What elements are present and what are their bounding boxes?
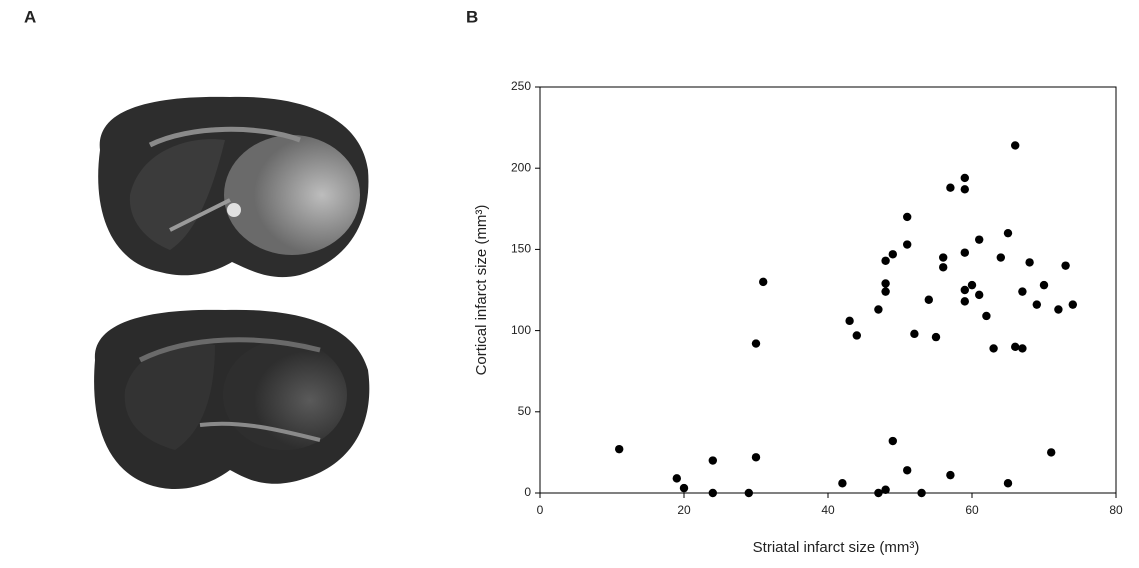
scatter-point: [759, 277, 768, 287]
scatter-point: [1061, 261, 1070, 270]
scatter-point: [708, 488, 717, 498]
scatter-point: [672, 474, 681, 483]
scatter-point: [1003, 479, 1013, 488]
scatter-point: [960, 285, 969, 295]
scatter-point: [931, 332, 941, 342]
x-tick-label: 0: [537, 503, 544, 517]
scatter-point: [888, 436, 897, 446]
scatter-point: [939, 253, 948, 262]
panel-label: A: [24, 7, 36, 26]
y-tick-label: 50: [518, 404, 532, 418]
scatter-point: [744, 488, 753, 498]
y-axis-label: Cortical infarct size (mm³): [473, 205, 490, 376]
scatter-point: [888, 250, 897, 259]
scatter-point: [1018, 287, 1027, 296]
scatter-point: [881, 287, 890, 296]
scatter-point: [996, 253, 1005, 262]
brain-section-bottom: [94, 309, 370, 490]
scatter-point: [903, 212, 912, 222]
scatter-point: [975, 290, 984, 300]
scatter-point: [975, 235, 984, 244]
scatter-point: [960, 173, 969, 183]
x-tick-label: 80: [1109, 503, 1123, 517]
y-tick-label: 250: [511, 79, 531, 93]
scatter-point: [679, 483, 689, 493]
scatter-point: [924, 295, 933, 304]
scatter-point: [874, 488, 883, 498]
scatter-point: [881, 256, 890, 265]
scatter-point: [615, 444, 624, 454]
panel-label: B: [466, 7, 478, 26]
y-tick-label: 0: [524, 485, 531, 499]
scatter-point: [910, 329, 919, 339]
y-tick-label: 100: [511, 323, 531, 337]
scatter-point: [946, 470, 955, 480]
scatter-point: [903, 466, 912, 475]
scatter-point: [917, 488, 926, 498]
scatter-point: [960, 248, 969, 257]
scatter-point: [960, 185, 969, 194]
x-axis-label: Striatal infarct size (mm³): [753, 539, 920, 556]
scatter-point: [989, 344, 998, 353]
scatter-point: [1032, 300, 1042, 309]
scatter-point: [946, 183, 955, 192]
scatter-point: [852, 331, 861, 340]
scatter-point: [881, 485, 890, 494]
scatter-point: [960, 297, 969, 306]
scatter-point: [881, 279, 890, 288]
scatter-point: [1068, 300, 1078, 309]
scatter-point: [982, 311, 991, 321]
x-tick-label: 40: [821, 503, 835, 517]
scatter-point: [1047, 448, 1056, 457]
scatter-point: [1011, 342, 1020, 352]
scatter-point: [751, 339, 761, 348]
x-tick-label: 20: [677, 503, 691, 517]
scatter-point: [1025, 258, 1034, 267]
scatter-point: [1003, 228, 1013, 238]
scatter-point: [751, 453, 761, 462]
scatter-point: [903, 240, 912, 249]
y-tick-label: 150: [511, 242, 531, 256]
scatter-point: [967, 280, 977, 290]
scatter-point: [874, 305, 883, 314]
scatter-point: [939, 263, 948, 272]
scatter-point: [1018, 344, 1027, 353]
scatter-point: [845, 316, 854, 326]
x-tick-label: 60: [965, 503, 979, 517]
scatter-point: [708, 456, 717, 465]
plot-frame: [539, 86, 1117, 494]
scatter-point: [1039, 280, 1049, 290]
y-tick-label: 200: [511, 160, 531, 174]
scatter-point: [1011, 141, 1020, 150]
scatter-point: [838, 479, 847, 488]
scatter-point: [1054, 305, 1063, 314]
brain-section-top: [98, 96, 369, 278]
